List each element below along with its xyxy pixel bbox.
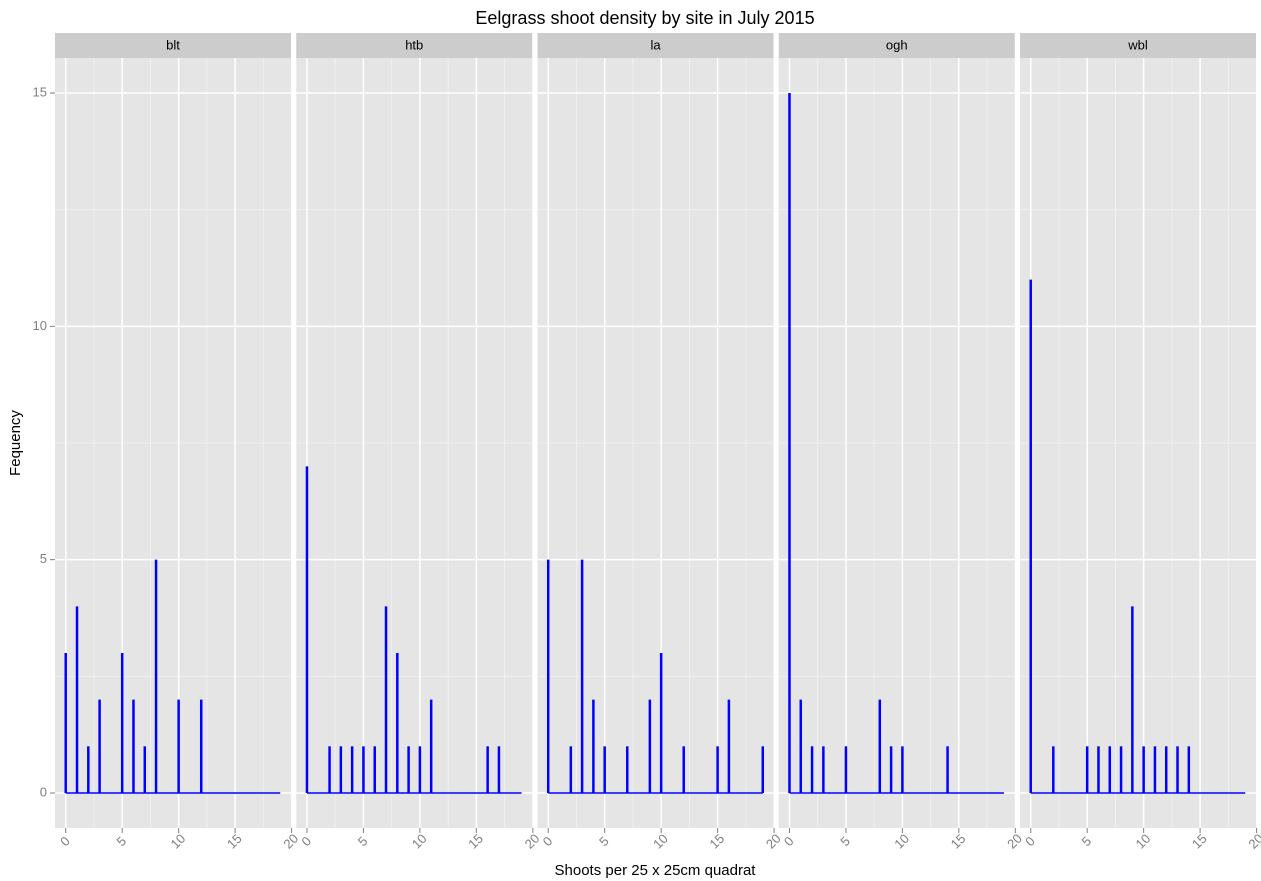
strip-label: la [650, 37, 661, 52]
x-tick-label: 10 [167, 831, 188, 852]
strip-background [537, 33, 774, 58]
x-tick-label: 0 [1022, 833, 1038, 849]
strip-background [778, 33, 1015, 58]
strip-label: htb [405, 37, 423, 52]
x-tick-label: 10 [1132, 831, 1153, 852]
y-tick-label: 0 [40, 784, 47, 799]
x-tick-label: 20 [763, 831, 784, 852]
x-tick-label: 5 [1079, 833, 1095, 849]
x-tick-label: 15 [465, 831, 486, 852]
x-tick-label: 0 [540, 833, 556, 849]
strip-background [55, 33, 291, 58]
x-tick-label: 5 [114, 833, 130, 849]
y-axis-label: Fequency [7, 410, 24, 476]
x-tick-label: 15 [224, 831, 245, 852]
y-tick-label: 5 [40, 551, 47, 566]
x-tick-label: 15 [948, 831, 969, 852]
x-tick-label: 5 [355, 833, 371, 849]
x-tick-label: 15 [706, 831, 727, 852]
x-tick-label: 10 [891, 831, 912, 852]
strip-label: wbl [1127, 37, 1148, 52]
strip-background [1020, 33, 1256, 58]
strip-label: ogh [886, 37, 908, 52]
x-tick-label: 20 [280, 831, 301, 852]
strip-label: blt [166, 37, 180, 52]
x-tick-label: 0 [57, 833, 73, 849]
x-tick-label: 10 [409, 831, 430, 852]
x-tick-label: 20 [1245, 831, 1261, 852]
chart-title: Eelgrass shoot density by site in July 2… [475, 8, 814, 28]
x-tick-label: 20 [1004, 831, 1025, 852]
strip-background [296, 33, 533, 58]
x-tick-label: 0 [781, 833, 797, 849]
x-tick-label: 15 [1189, 831, 1210, 852]
x-axis-label: Shoots per 25 x 25cm quadrat [555, 862, 757, 879]
x-tick-label: 5 [837, 833, 853, 849]
y-tick-label: 15 [33, 84, 47, 99]
x-tick-label: 20 [522, 831, 543, 852]
y-tick-label: 10 [33, 318, 47, 333]
x-tick-label: 0 [298, 833, 314, 849]
x-tick-label: 5 [596, 833, 612, 849]
x-tick-label: 10 [650, 831, 671, 852]
